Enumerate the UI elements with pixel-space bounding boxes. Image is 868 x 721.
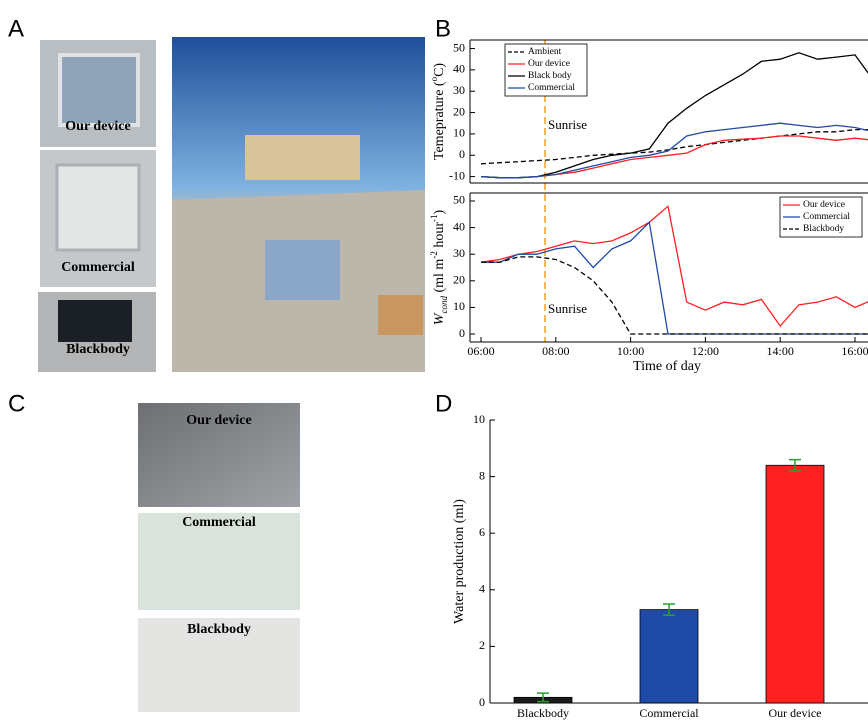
y-tick-label: 0 [459, 147, 465, 161]
y-tick-label: 6 [479, 525, 485, 539]
series-line [480, 122, 868, 179]
y-tick-label: 40 [453, 219, 465, 233]
y-tick-label: 4 [479, 582, 485, 596]
x-tick-label: 06:00 [467, 344, 494, 358]
y-tick-label: 10 [453, 299, 465, 313]
photo-detail [58, 300, 132, 342]
y-axis-title-part: -2 [429, 251, 439, 259]
legend-box [504, 43, 588, 97]
y-tick-label: 40 [453, 62, 465, 76]
legend-label: Blackbody [803, 224, 844, 234]
photo [138, 618, 300, 712]
photo-detail [378, 295, 423, 335]
error-bar [663, 603, 675, 617]
y-tick-label: 0 [459, 326, 465, 340]
y-axis-title-part: W [432, 312, 447, 325]
photo-detail [55, 163, 141, 252]
y-axis-title-part: cond [439, 296, 449, 314]
series-line [480, 128, 868, 165]
y-axis-title-part: o [429, 76, 439, 81]
y-axis-title-part: ) [432, 209, 447, 214]
error-bar [789, 458, 801, 472]
y-tick-label: 20 [453, 273, 465, 287]
y-tick-label: 8 [479, 468, 485, 482]
y-tick-label: 30 [453, 246, 465, 260]
y-axis-title: Temeprature (oC) [429, 63, 447, 161]
photo-detail [265, 240, 340, 300]
photo-label: Our device [65, 119, 130, 134]
x-tick-label: 12:00 [692, 344, 719, 358]
photo-label: Commercial [61, 260, 135, 275]
photo-label: Our device [186, 413, 251, 428]
photo-detail [58, 53, 140, 127]
y-tick-label: -10 [449, 168, 465, 182]
panel-label: B [435, 15, 451, 42]
y-tick-label: 20 [453, 104, 465, 118]
x-tick-label: Commercial [639, 706, 699, 720]
legend-label: Commercial [803, 212, 850, 222]
photo [138, 513, 300, 610]
y-axis-title-part: (ml m [432, 259, 447, 296]
y-tick-label: 0 [479, 695, 485, 709]
legend-label: Black body [528, 71, 572, 81]
x-axis-title: Time of day [633, 359, 701, 374]
legend-label: Our device [803, 200, 845, 210]
y-axis-title-part: C) [432, 63, 447, 77]
x-tick-label: 08:00 [542, 344, 569, 358]
y-axis-title-part: hour [432, 222, 447, 252]
y-tick-label: 2 [479, 638, 485, 652]
series-line [480, 52, 868, 179]
photo-label: Blackbody [66, 342, 130, 357]
y-tick-label: 50 [453, 40, 465, 54]
annotation: Sunrise [548, 301, 587, 316]
photo-label: Commercial [182, 515, 256, 530]
legend-label: Commercial [528, 83, 575, 93]
series-line [481, 256, 868, 335]
error-bar [537, 692, 549, 703]
series-line [480, 205, 868, 328]
panel-label: A [8, 15, 24, 42]
series-line [480, 135, 868, 179]
y-tick-label: 30 [453, 83, 465, 97]
legend-label: Ambient [528, 47, 562, 57]
photo [138, 403, 300, 507]
photo-detail [245, 135, 360, 180]
photo-label: Blackbody [187, 622, 251, 637]
y-axis-title: Water production (ml) [452, 499, 467, 624]
x-tick-label: 10:00 [617, 344, 644, 358]
bar [765, 464, 825, 704]
y-tick-label: 10 [473, 412, 485, 426]
annotation: Sunrise [548, 117, 587, 132]
legend-label: Our device [528, 59, 570, 69]
bar [639, 609, 699, 704]
x-tick-label: Blackbody [517, 706, 569, 720]
y-axis-title: Wcond (ml m-2 hour-1) [429, 209, 449, 325]
x-tick-label: Our device [769, 706, 822, 720]
y-axis-title-part: -1 [429, 214, 439, 222]
x-tick-label: 16:00 [841, 344, 868, 358]
y-tick-label: 10 [453, 126, 465, 140]
x-tick-label: 14:00 [767, 344, 794, 358]
panel-label: D [435, 390, 452, 417]
y-tick-label: 50 [453, 193, 465, 207]
panel-label: C [8, 390, 25, 417]
y-axis-title-part: Temeprature ( [432, 81, 447, 160]
